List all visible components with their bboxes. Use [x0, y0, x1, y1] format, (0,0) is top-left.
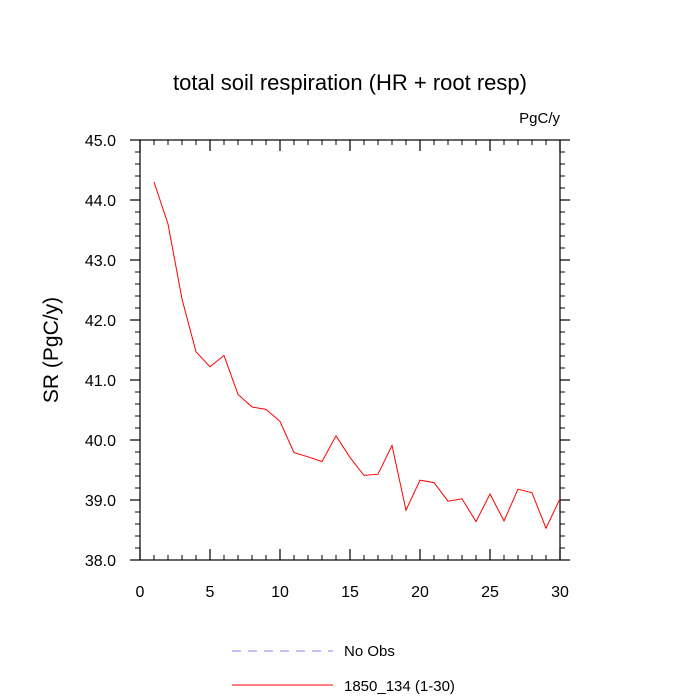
x-tick-labels: 0 5 10 15 20 25 30: [136, 584, 569, 601]
x-tick-label: 15: [341, 584, 359, 601]
series-group: [153, 181, 561, 530]
y-axis-label: SR (PgC/y): [40, 297, 63, 403]
y-tick-label: 39.0: [85, 493, 116, 510]
x-tick-label: 0: [136, 584, 145, 601]
axis-ticks: [130, 139, 570, 561]
y-tick-label: 40.0: [85, 433, 116, 450]
legend-label-1850-134: 1850_134 (1-30): [344, 678, 455, 695]
y-tick-label: 43.0: [85, 253, 116, 270]
chart-title: total soil respiration (HR + root resp): [173, 70, 527, 95]
y-tick-label: 38.0: [85, 553, 116, 570]
legend-label-no-obs: No Obs: [344, 643, 395, 660]
y-tick-labels: 38.0 39.0 40.0 41.0 42.0 43.0 44.0 45.0: [85, 133, 116, 570]
plot-frame: [139, 139, 561, 561]
x-tick-label: 25: [481, 584, 499, 601]
units-label: PgC/y: [519, 110, 560, 127]
x-tick-label: 5: [206, 584, 215, 601]
y-tick-label: 45.0: [85, 133, 116, 150]
x-tick-label: 20: [411, 584, 429, 601]
x-tick-label: 30: [551, 584, 569, 601]
y-tick-label: 42.0: [85, 313, 116, 330]
y-tick-label: 44.0: [85, 193, 116, 210]
legend: No Obs 1850_134 (1-30): [232, 643, 455, 695]
y-tick-label: 41.0: [85, 373, 116, 390]
series-line-1850-134: [153, 181, 561, 530]
x-tick-label: 10: [271, 584, 289, 601]
